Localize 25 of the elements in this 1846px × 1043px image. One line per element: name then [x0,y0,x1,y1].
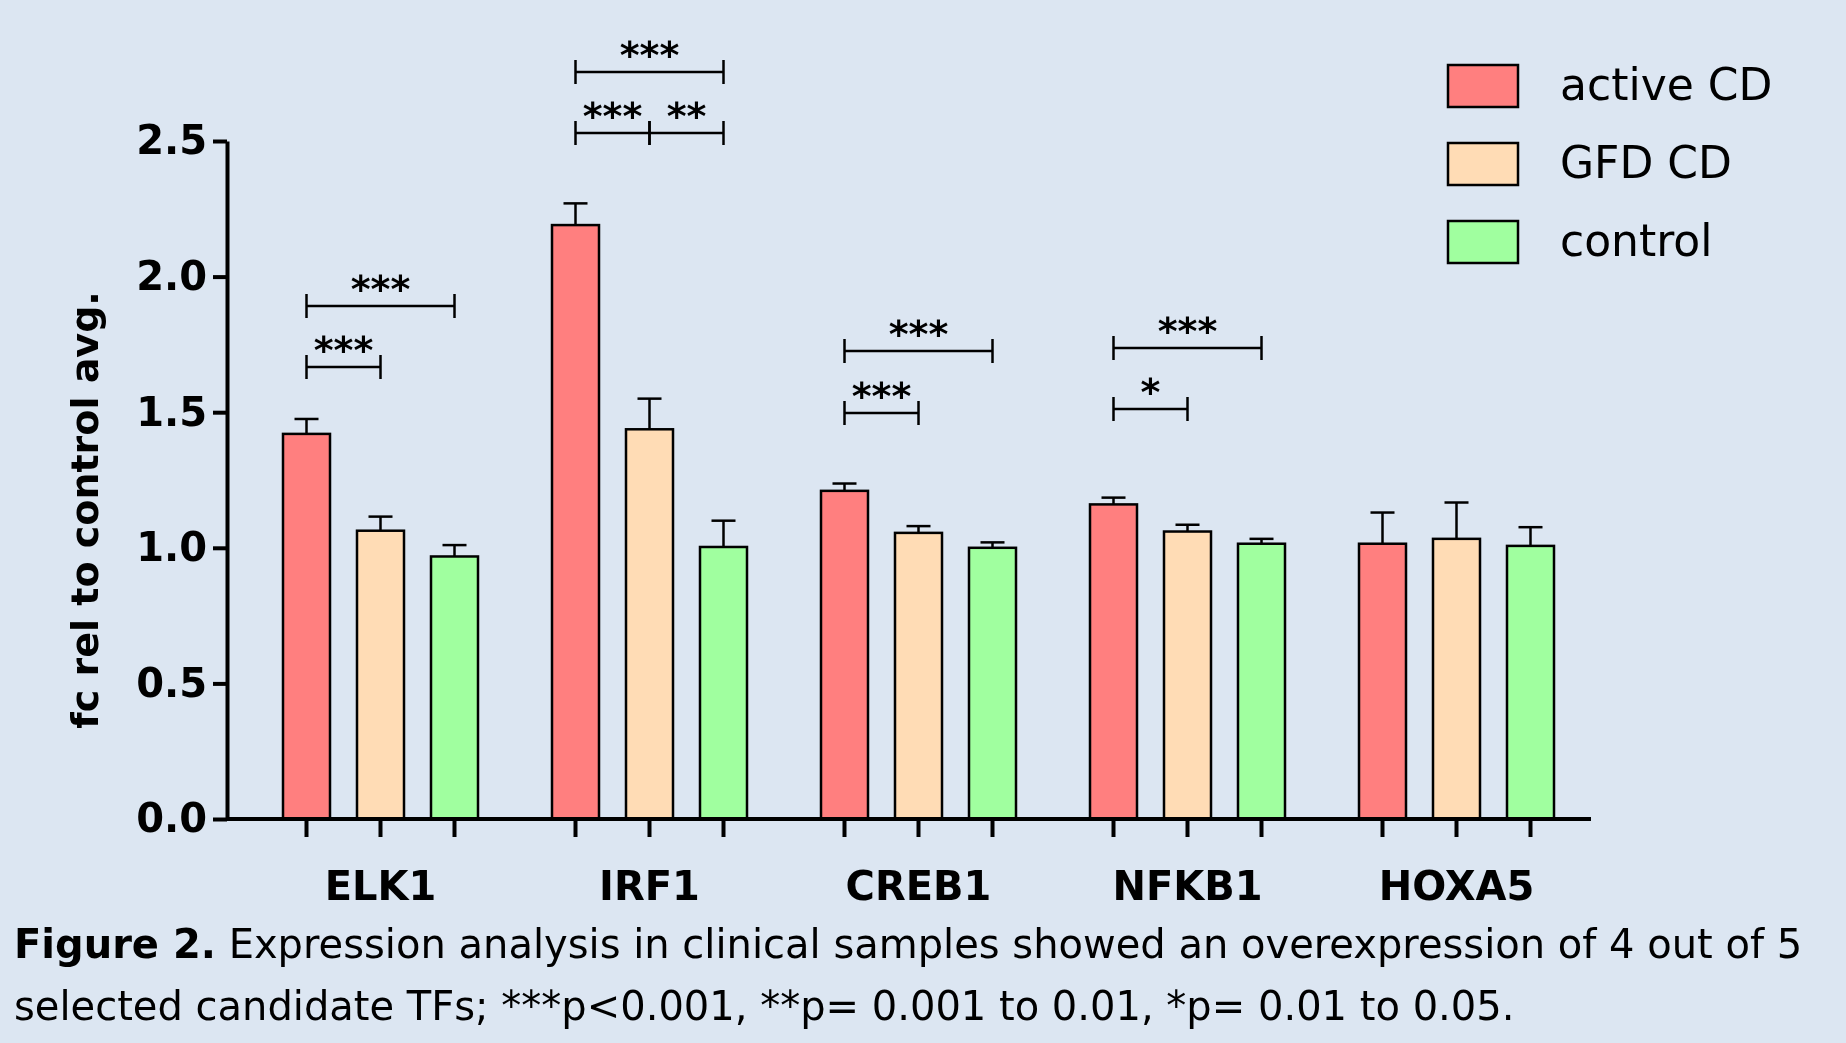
x-tick-label: IRF1 [599,863,700,909]
annotation: *** [888,312,949,356]
y-tick-label: 2.5 [136,117,207,164]
caption: Figure 2. Expression analysis in clinical samples showed an overexpression of 4 out of 5 selected candidate TFs; ***p<0.001, **p= 0.001 to 0.01, *p= 0.01 to 0.05. [14,921,1803,1029]
annotation: *** [851,374,912,418]
annotation: *** [313,328,374,372]
y-axis-title: fc rel to control avg. [63,291,107,729]
x-tick-label: ELK1 [324,863,437,909]
legend-label: control [1560,215,1713,266]
y-tick-label: 0.5 [136,659,207,706]
x-tick-label: NFKB1 [1112,863,1263,909]
text: ** [666,94,707,138]
annotation: * [1140,370,1161,414]
legend-label: GFD CD [1560,137,1732,188]
text: *** [619,33,680,77]
annotation: *** [1157,309,1218,353]
text: *** [582,94,643,138]
x-tick-label: CREB1 [845,863,992,909]
y-tick-label: 2.0 [136,252,207,299]
y-tick-label: 0.0 [136,795,207,842]
y-tick-label: 1.5 [136,388,207,435]
legend-label: active CD [1560,59,1773,110]
x-tick-label: HOXA5 [1378,863,1535,909]
y-tick-label: 1.0 [136,524,207,571]
annotation: *** [350,267,411,311]
